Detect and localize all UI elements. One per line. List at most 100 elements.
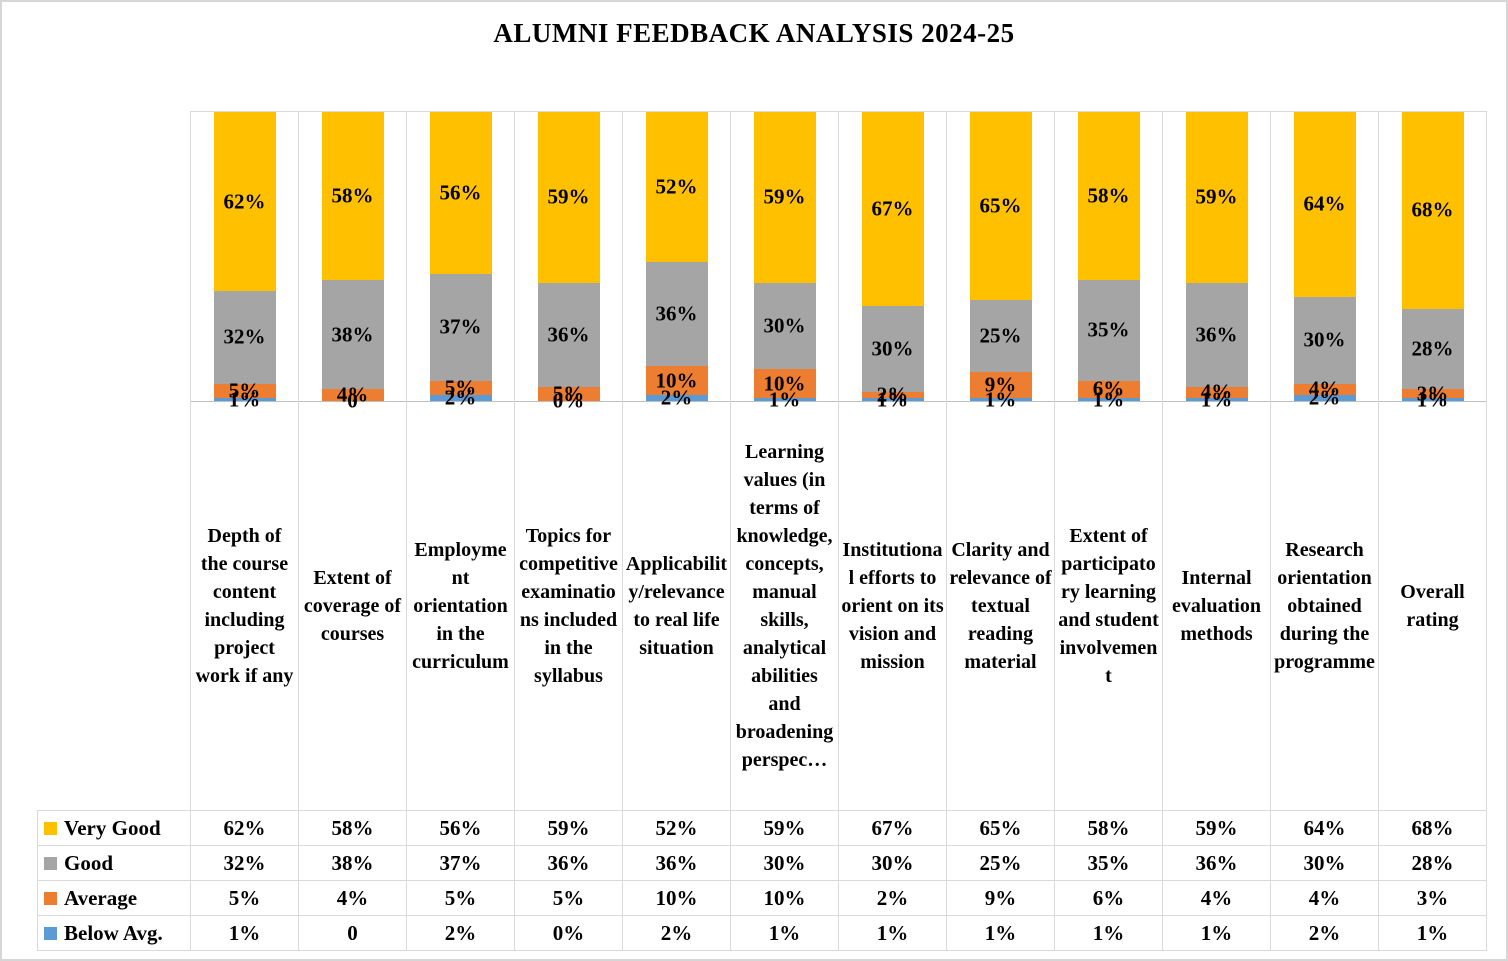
table-value-cell: 0% <box>515 916 623 951</box>
bar-segment-good <box>753 282 816 370</box>
bar-data-label-below-avg: 1% <box>876 387 909 412</box>
bar-slot: 1% 6% 35% 58% <box>1055 112 1163 410</box>
table-value-cell: 59% <box>731 811 839 846</box>
bar-data-label-average: 5% <box>228 378 261 403</box>
table-value-cell: 36% <box>623 846 731 881</box>
legend-swatch-good <box>44 856 57 870</box>
table-value-cell: 30% <box>839 846 947 881</box>
table-value-cell: 1% <box>731 916 839 951</box>
bar-segment-average <box>645 366 708 396</box>
table-value-cell: 1% <box>1055 916 1163 951</box>
bar-slot: 1% 5% 32% 62% <box>191 112 299 410</box>
bar-data-label-below-avg: 1% <box>228 387 261 412</box>
category-axis-labels: Depth of the course content including pr… <box>190 401 1487 810</box>
table-value-cell: 2% <box>407 916 515 951</box>
bar-data-label-good: 30% <box>871 336 914 361</box>
legend-swatch-below-avg <box>44 926 57 940</box>
stacked-bar: 1% 10% 30% 59% <box>753 112 816 410</box>
stacked-bar: 1% 5% 32% 62% <box>213 112 276 410</box>
bar-data-label-average: 3% <box>1416 381 1449 406</box>
legend-label: Average <box>64 885 138 910</box>
stacked-bar: 0 4% 38% 58% <box>321 112 384 411</box>
legend-label: Very Good <box>64 815 161 840</box>
bar-slot: 0 4% 38% 58% <box>299 112 407 411</box>
bar-data-label-good: 28% <box>1411 336 1454 361</box>
bar-data-label-very-good: 64% <box>1303 191 1346 216</box>
table-value-cell: 5% <box>191 881 299 916</box>
bar-segment-average <box>213 383 276 399</box>
category-label-text: Internal evaluation methods <box>1172 566 1261 645</box>
stacked-bar: 1% 2% 30% 67% <box>861 112 924 410</box>
bar-segment-below-avg <box>861 398 924 401</box>
table-value-cell: 6% <box>1055 881 1163 916</box>
category-label: Extent of participatory learning and stu… <box>1055 401 1163 810</box>
bar-data-label-very-good: 59% <box>1195 184 1238 209</box>
bar-slot: 1% 3% 28% 68% <box>1379 112 1487 410</box>
table-value-cell: 68% <box>1379 811 1487 846</box>
category-label-text: Overall rating <box>1400 580 1465 631</box>
table-value-cell: 0 <box>299 916 407 951</box>
bar-segment-good <box>1077 279 1140 381</box>
bar-segment-very-good <box>1401 112 1464 309</box>
legend-label: Below Avg. <box>64 920 163 945</box>
table-value-cell: 2% <box>1271 916 1379 951</box>
bar-segment-below-avg <box>1077 398 1140 401</box>
stacked-bar: 0% 5% 36% 59% <box>537 112 600 411</box>
bar-slot: 2% 10% 36% 52% <box>623 112 731 408</box>
bar-data-label-good: 38% <box>331 322 374 347</box>
bar-data-label-average: 10% <box>763 371 806 396</box>
table-value-cell: 36% <box>515 846 623 881</box>
table-value-cell: 1% <box>1163 916 1271 951</box>
bar-data-label-good: 25% <box>979 323 1022 348</box>
table-value-cell: 37% <box>407 846 515 881</box>
table-value-cell: 65% <box>947 811 1055 846</box>
bar-data-label-good: 36% <box>655 301 698 326</box>
category-label-text: Extent of participatory learning and stu… <box>1058 524 1159 687</box>
bar-segment-below-avg <box>1401 398 1464 401</box>
category-label-text: Institutional efforts to orient on its v… <box>841 538 944 673</box>
bar-segment-average <box>321 389 384 401</box>
category-label-text: Applicability/relevance to real life sit… <box>625 552 728 659</box>
bar-slot: 2% 4% 30% 64% <box>1271 112 1379 408</box>
bar-slot: 1% 9% 25% 65% <box>947 112 1055 410</box>
legend-cell-average: Average <box>38 881 191 916</box>
bar-data-label-very-good: 52% <box>655 174 698 199</box>
bar-data-label-average: 4% <box>336 382 369 407</box>
bar-segment-average <box>1401 389 1464 399</box>
bar-segment-average <box>753 369 816 399</box>
bar-segment-average <box>429 380 492 396</box>
legend-label: Good <box>64 850 114 875</box>
bar-data-label-average: 5% <box>552 381 585 406</box>
table-value-cell: 32% <box>191 846 299 881</box>
legend-swatch-average <box>44 891 57 905</box>
bar-segment-very-good <box>645 112 708 263</box>
table-value-cell: 56% <box>407 811 515 846</box>
table-value-cell: 67% <box>839 811 947 846</box>
category-label: Institutional efforts to orient on its v… <box>839 401 947 810</box>
bar-data-label-below-avg: 1% <box>984 387 1017 412</box>
table-value-cell: 59% <box>515 811 623 846</box>
bar-data-label-very-good: 67% <box>871 196 914 221</box>
table-value-cell: 35% <box>1055 846 1163 881</box>
stacked-bar: 2% 5% 37% 56% <box>429 112 492 408</box>
table-value-cell: 2% <box>623 916 731 951</box>
table-value-cell: 58% <box>1055 811 1163 846</box>
bar-data-label-average: 2% <box>876 382 909 407</box>
table-value-cell: 2% <box>839 881 947 916</box>
category-label: Depth of the course content including pr… <box>191 401 299 810</box>
table-value-cell: 4% <box>1163 881 1271 916</box>
bar-data-label-below-avg: 1% <box>1200 387 1233 412</box>
category-label-text: Research orientation obtained during the… <box>1274 538 1375 673</box>
bar-segment-good <box>1401 308 1464 390</box>
bar-data-label-good: 35% <box>1087 317 1130 342</box>
bar-segment-average <box>1185 386 1248 399</box>
bar-segment-below-avg <box>1185 398 1248 401</box>
legend-cell-below-avg: Below Avg. <box>38 916 191 951</box>
bar-segment-average <box>1077 380 1140 399</box>
bar-data-label-good: 30% <box>763 313 806 338</box>
table-value-cell: 10% <box>623 881 731 916</box>
bar-data-label-very-good: 56% <box>439 180 482 205</box>
category-label-text: Topics for competitive examinations incl… <box>519 524 618 687</box>
plot-area: 1% 5% 32% 62% 0 4% 38% 58% 2% 5% 37% 56% 0% 5% 36% 59% 2… <box>190 111 1487 411</box>
bar-data-label-very-good: 58% <box>331 183 374 208</box>
